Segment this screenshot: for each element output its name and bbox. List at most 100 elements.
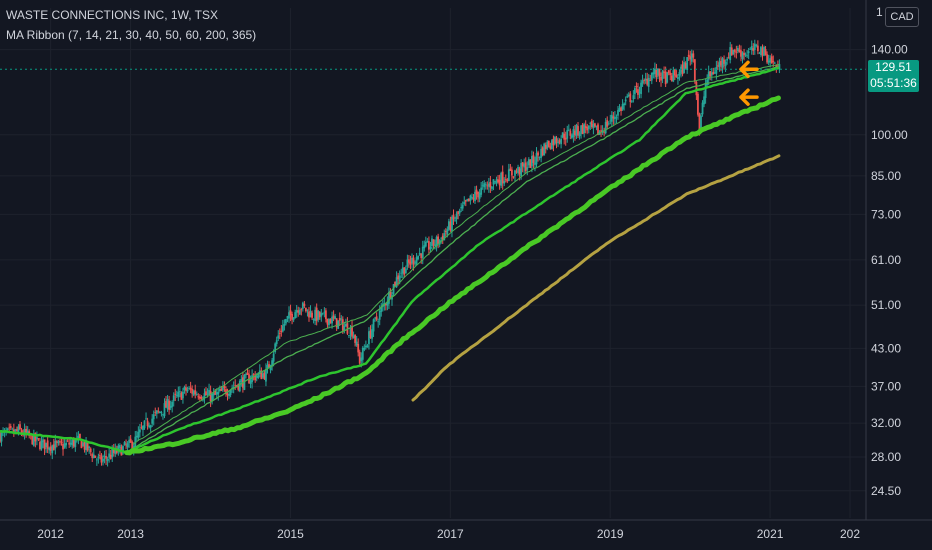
candle-body — [715, 67, 718, 74]
candle-body — [590, 120, 593, 127]
candle-body — [377, 321, 380, 323]
candle-body — [246, 372, 249, 375]
candle-body — [89, 448, 92, 453]
candle-body — [464, 200, 467, 202]
candle-body — [291, 313, 293, 320]
candle-body — [690, 53, 693, 62]
candle-body — [191, 388, 194, 394]
candle-body — [675, 74, 678, 78]
candle-body — [88, 446, 91, 448]
candle-body — [23, 429, 26, 436]
candle-body — [434, 244, 436, 247]
candle-body — [527, 159, 530, 166]
candle-body — [158, 411, 161, 413]
candle-body — [162, 413, 164, 415]
candle-body — [727, 57, 730, 59]
candle-body — [134, 436, 137, 448]
candle-body — [357, 344, 360, 353]
candle-body — [693, 59, 696, 82]
candle-body — [281, 325, 284, 332]
candle-body — [635, 86, 638, 88]
candle-body — [457, 211, 460, 214]
candle-body — [424, 242, 427, 247]
candle-body — [214, 390, 217, 395]
candle-body — [561, 132, 564, 138]
candle-body — [361, 347, 364, 360]
currency-button[interactable]: CAD — [885, 7, 919, 27]
candle-body — [736, 47, 739, 52]
candle-body — [301, 302, 304, 309]
y-tick-label: 24.50 — [871, 484, 901, 498]
candle-body — [658, 68, 661, 77]
candle-body — [695, 82, 698, 96]
candle-body — [617, 110, 619, 116]
ma-line-ma365 — [411, 154, 781, 402]
candle-body — [701, 102, 704, 115]
candle-body — [177, 391, 180, 397]
candle-body — [169, 405, 172, 409]
candle-body — [354, 334, 357, 343]
candle-body — [767, 60, 770, 63]
candle-body — [770, 56, 773, 64]
candle-body — [586, 127, 589, 131]
candle-body — [83, 442, 86, 450]
candle-body — [621, 104, 624, 110]
candle-body — [138, 429, 141, 433]
candle-body — [414, 262, 416, 264]
candle-body — [117, 445, 120, 452]
candle-body — [615, 117, 618, 119]
candle-body — [289, 310, 292, 316]
candle-body — [732, 49, 735, 55]
candle-body — [295, 310, 298, 313]
candle-body — [449, 221, 452, 231]
candle-body — [461, 205, 464, 209]
candle-body — [630, 100, 633, 102]
candle-body — [683, 62, 685, 74]
candle-body — [312, 319, 315, 321]
candle-body — [650, 72, 653, 81]
candle-body — [335, 318, 338, 328]
candle-body — [660, 76, 662, 81]
candle-body — [195, 393, 198, 396]
candle-body — [142, 425, 144, 430]
candle-body — [229, 390, 232, 395]
candle-body — [523, 163, 526, 168]
price-axis[interactable]: 24.50 28.00 32.00 37.00 43.00 51.00 61.00 73.00… — [871, 5, 908, 498]
candle-body — [667, 70, 670, 74]
candle-body — [558, 140, 561, 143]
candle-body — [495, 179, 498, 184]
last-price-value: 129.51 — [875, 60, 912, 75]
candle-body — [501, 171, 504, 184]
candle-body — [363, 347, 366, 350]
candle-body — [69, 442, 72, 445]
candle-body — [20, 430, 23, 434]
candle-body — [604, 121, 607, 134]
candle-body — [364, 345, 367, 348]
x-tick-label: 2017 — [437, 527, 464, 541]
candle-body — [744, 54, 747, 56]
candle-body — [692, 53, 695, 58]
indicator-legend[interactable]: MA Ribbon (7, 14, 21, 30, 40, 50, 60, 20… — [6, 28, 257, 42]
candle-body — [441, 235, 444, 241]
candle-body — [569, 130, 572, 136]
candle-body — [466, 198, 469, 201]
candle-body — [549, 146, 552, 149]
candle-body — [8, 427, 11, 429]
candle-body — [712, 71, 715, 75]
candle-body — [266, 364, 269, 369]
candle-body — [452, 214, 455, 220]
candle-body — [398, 275, 401, 282]
candle-body — [653, 68, 656, 75]
candle-body — [148, 425, 151, 428]
candle-body — [417, 255, 420, 260]
candle-body — [222, 387, 224, 391]
time-axis[interactable]: 2012 2013 2015 2017 2019 2021 202 — [37, 527, 860, 541]
candle-body — [348, 335, 350, 336]
candle-body — [506, 179, 509, 182]
candle-body — [360, 357, 363, 362]
y-tick-label: 73.00 — [871, 207, 901, 221]
candle-body — [581, 124, 584, 135]
candle-body — [583, 124, 586, 134]
candle-body — [280, 330, 283, 333]
